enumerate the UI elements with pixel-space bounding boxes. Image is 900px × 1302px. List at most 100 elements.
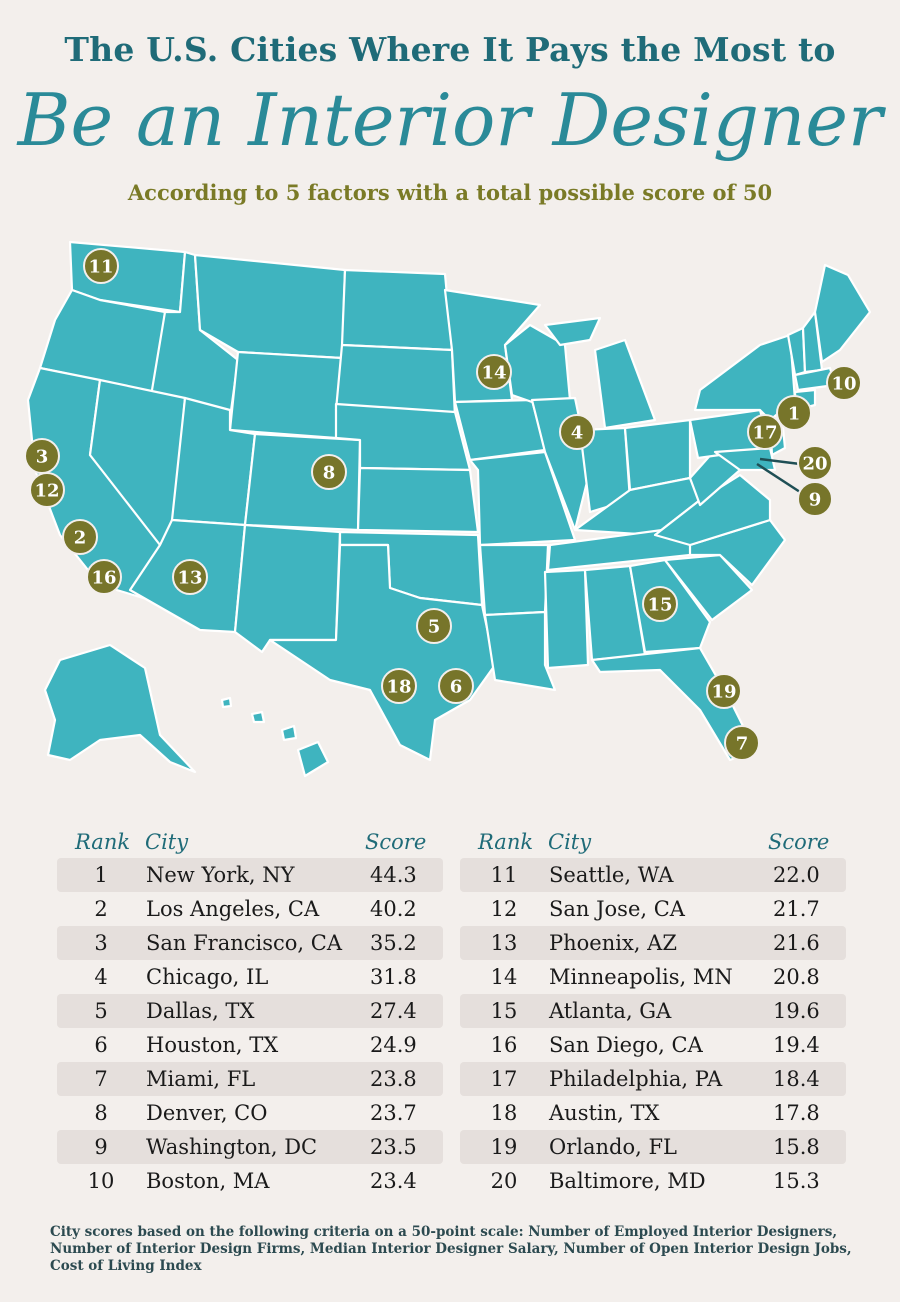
marker-label: 13 [177, 568, 202, 589]
cell-score: 15.8 [773, 1135, 820, 1159]
column-header-score: Score [365, 830, 427, 854]
state-new-mexico [233, 523, 342, 654]
column-header-rank: Rank [478, 830, 534, 854]
marker-circle [381, 668, 417, 704]
cell-city: Atlanta, GA [549, 999, 672, 1023]
table-row: 19 Orlando, FL 15.8 [460, 1130, 846, 1164]
cell-score: 21.6 [773, 931, 820, 955]
marker-circle [83, 248, 119, 284]
cell-rank: 20 [490, 1169, 518, 1193]
map-marker: 14 [476, 354, 512, 390]
cell-rank: 14 [490, 965, 518, 989]
marker-circle [797, 481, 833, 517]
cell-city: Boston, MA [146, 1169, 270, 1193]
cell-score: 23.8 [370, 1067, 417, 1091]
cell-rank: 6 [94, 1033, 108, 1057]
table-row: 1 New York, NY 44.3 [57, 858, 443, 892]
cell-score: 24.9 [370, 1033, 417, 1057]
table-row: 15 Atlanta, GA 19.6 [460, 994, 846, 1028]
marker-circle [747, 414, 783, 450]
cell-rank: 19 [490, 1135, 518, 1159]
map-marker: 16 [86, 559, 122, 595]
table-row: 5 Dallas, TX 27.4 [57, 994, 443, 1028]
marker-circle [826, 365, 862, 401]
table-header: Rank City Score [460, 826, 846, 858]
state-alaska [43, 643, 197, 774]
cell-rank: 7 [94, 1067, 108, 1091]
cell-score: 23.5 [370, 1135, 417, 1159]
cell-rank: 3 [94, 931, 108, 955]
cell-score: 15.3 [773, 1169, 820, 1193]
cell-rank: 15 [490, 999, 518, 1023]
cell-city: Chicago, IL [146, 965, 269, 989]
state-new-york [693, 333, 797, 422]
cell-city: Minneapolis, MN [549, 965, 733, 989]
table-row: 8 Denver, CO 23.7 [57, 1096, 443, 1130]
column-header-score: Score [768, 830, 830, 854]
cell-score: 19.4 [773, 1033, 820, 1057]
state-missouri [468, 450, 577, 547]
marker-label: 19 [711, 682, 736, 703]
marker-circle [724, 725, 760, 761]
marker-label: 1 [788, 404, 801, 425]
state-texas [268, 543, 497, 762]
marker-label: 16 [91, 568, 116, 589]
cell-score: 27.4 [370, 999, 417, 1023]
map-marker: 20 [797, 445, 833, 481]
map-marker: 7 [724, 725, 760, 761]
table-row: 10 Boston, MA 23.4 [57, 1164, 443, 1198]
cell-score: 40.2 [370, 897, 417, 921]
marker-circle [438, 668, 474, 704]
state-kansas [356, 466, 480, 534]
marker-circle [172, 559, 208, 595]
state-mississippi [543, 568, 590, 670]
cell-score: 19.6 [773, 999, 820, 1023]
map-marker: 8 [311, 454, 347, 490]
state-michigan [593, 338, 657, 430]
cell-score: 17.8 [773, 1101, 820, 1125]
column-header-city: City [145, 830, 189, 854]
table-row: 7 Miami, FL 23.8 [57, 1062, 443, 1096]
map-marker: 19 [706, 673, 742, 709]
map-marker: 17 [747, 414, 783, 450]
marker-label: 11 [88, 257, 113, 278]
cell-city: Dallas, TX [146, 999, 255, 1023]
cell-rank: 16 [490, 1033, 518, 1057]
ranking-table-right: Rank City Score 11 Seattle, WA 22.0 12 San J… [460, 826, 846, 1198]
table-row: 14 Minneapolis, MN 20.8 [460, 960, 846, 994]
column-header-city: City [548, 830, 592, 854]
map-marker: 12 [29, 472, 65, 508]
leader-line-9 [756, 462, 801, 494]
cell-score: 31.8 [370, 965, 417, 989]
marker-circle [706, 673, 742, 709]
state-michigan-upper [543, 316, 602, 347]
table-row: 13 Phoenix, AZ 21.6 [460, 926, 846, 960]
marker-circle [797, 445, 833, 481]
state-north-dakota [340, 268, 454, 352]
map-marker: 1 [776, 395, 812, 431]
map-marker: 3 [24, 438, 60, 474]
marker-label: 17 [752, 423, 777, 444]
marker-label: 14 [481, 363, 506, 384]
cell-score: 35.2 [370, 931, 417, 955]
state-hawaii-kauai [220, 696, 233, 709]
table-row: 11 Seattle, WA 22.0 [460, 858, 846, 892]
marker-label: 20 [802, 454, 827, 475]
page-title-script: Be an Interior Designer [17, 78, 883, 162]
cell-city: San Jose, CA [549, 897, 685, 921]
cell-rank: 8 [94, 1101, 108, 1125]
state-hawaii-oahu [250, 710, 266, 724]
cell-rank: 13 [490, 931, 518, 955]
table-row: 20 Baltimore, MD 15.3 [460, 1164, 846, 1198]
cell-city: Miami, FL [146, 1067, 256, 1091]
marker-circle [642, 586, 678, 622]
state-wyoming [228, 350, 344, 440]
marker-circle [416, 608, 452, 644]
map-marker: 13 [172, 559, 208, 595]
cell-city: San Diego, CA [549, 1033, 703, 1057]
cell-rank: 4 [94, 965, 108, 989]
cell-city: New York, NY [146, 863, 295, 887]
marker-label: 9 [809, 490, 822, 511]
marker-label: 5 [428, 617, 441, 638]
